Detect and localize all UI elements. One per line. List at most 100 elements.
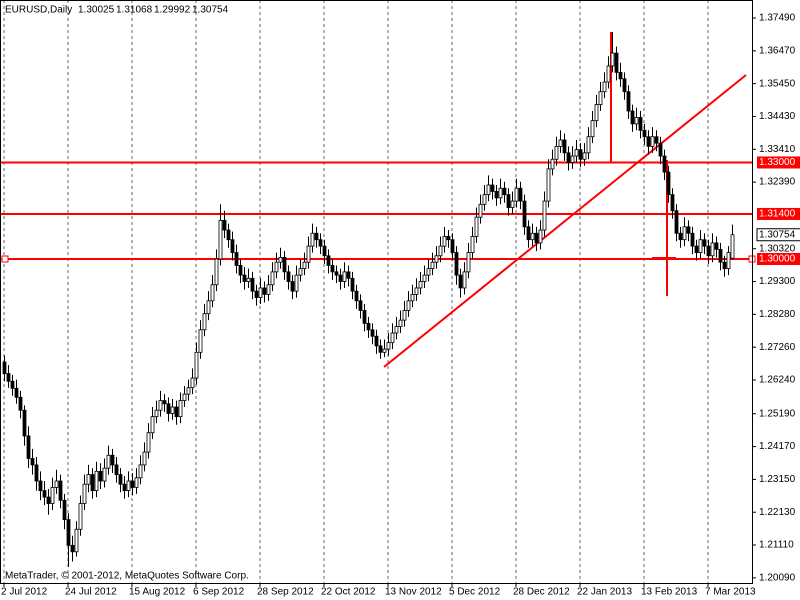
x-tick-label: 15 Aug 2012 [129, 587, 186, 598]
candle-body [546, 168, 551, 202]
candle-body [518, 187, 523, 202]
candle-body [454, 252, 459, 276]
candle-body [398, 319, 403, 327]
candle-body [58, 480, 63, 501]
candle-body [238, 265, 243, 276]
candle-body [426, 268, 431, 276]
candle-body [126, 480, 131, 492]
candle-body [302, 261, 307, 270]
candle-body [122, 483, 127, 492]
candle-body [722, 261, 727, 270]
y-tick-label: 1.26240 [759, 375, 796, 386]
candle-body [354, 290, 359, 302]
candle-body [234, 252, 239, 266]
candle-body [534, 232, 539, 244]
candle-body [702, 239, 707, 247]
price-label-box [757, 253, 800, 266]
candle-body [46, 496, 51, 504]
candle-body [378, 345, 383, 353]
candle-body [550, 158, 555, 170]
candle-body [170, 406, 175, 414]
symbol: EURUSD,Daily [5, 5, 72, 16]
candle-body [646, 136, 651, 147]
candle-body [334, 271, 339, 276]
candle-body [82, 483, 87, 504]
x-tick-label: 24 Jul 2012 [65, 587, 117, 598]
candle-body [258, 287, 263, 299]
y-tick-label: 1.30320 [759, 243, 796, 254]
candle-body [662, 155, 667, 173]
candle-body [586, 136, 591, 154]
candle-body [462, 271, 467, 289]
candle-body [242, 274, 247, 282]
y-tick-label: 1.21110 [759, 540, 794, 551]
candle-body [434, 255, 439, 263]
x-tick-label: 5 Dec 2012 [449, 587, 501, 598]
selection-handle [1, 255, 9, 263]
candle-body [582, 152, 587, 160]
candle-body [154, 409, 159, 418]
price-axis: 1.37490 1.36470 1.35450 1.34430 1.33410 1.323… [752, 13, 800, 583]
candle-body [50, 487, 55, 504]
candle-body [206, 300, 211, 315]
grid [3, 0, 709, 583]
time-axis: 2 Jul 2012 24 Jul 2012 15 Aug 2012 6 Sep 20… [1, 583, 756, 598]
candle-body [570, 155, 575, 163]
candle-body [294, 274, 299, 292]
x-tick-label: 6 Sep 2012 [193, 587, 245, 598]
candle-body [602, 81, 607, 93]
candle-body [298, 268, 303, 276]
trend-line[interactable] [383, 74, 747, 368]
candle-body [682, 226, 687, 241]
candle-body [134, 477, 139, 488]
candle-body [218, 219, 223, 260]
candle-body [610, 52, 615, 67]
y-tick-label: 1.32390 [759, 177, 796, 188]
x-tick-label: 13 Feb 2013 [641, 587, 698, 598]
candle-body [86, 474, 91, 485]
y-tick-label: 1.27260 [759, 342, 796, 353]
candle-body [106, 454, 111, 469]
y-tick-label: 1.33410 [759, 144, 796, 155]
candle-body [330, 265, 335, 273]
candle-body [138, 464, 143, 479]
candle-body [70, 544, 75, 553]
candle-body [478, 203, 483, 218]
close: 1.30754 [192, 5, 229, 16]
y-tick-label: 1.35450 [759, 78, 796, 89]
candle-body [666, 171, 671, 196]
candle-body [198, 329, 203, 353]
candle-body [290, 281, 295, 292]
candle-body [310, 232, 315, 247]
y-tick-label: 1.25190 [759, 408, 796, 419]
candle-body [250, 277, 255, 292]
candle-body [158, 400, 163, 411]
candle-body [598, 91, 603, 105]
y-tick-label: 1.29300 [759, 276, 796, 287]
candle-body [190, 377, 195, 389]
candles [2, 32, 735, 567]
candle-body [178, 400, 183, 418]
y-tick-label: 1.20090 [759, 572, 796, 583]
open: 1.30025 [78, 5, 115, 16]
candle-body [382, 348, 387, 353]
y-tick-label: 1.24170 [759, 441, 796, 452]
candle-body [466, 252, 471, 273]
y-tick-label: 1.37490 [759, 13, 796, 24]
candle-body [558, 139, 563, 147]
candle-body [246, 277, 251, 282]
price-label-box [757, 156, 800, 169]
high: 1.31068 [116, 5, 153, 16]
candle-body [30, 458, 35, 466]
candle-body [542, 200, 547, 231]
candle-body [594, 104, 599, 122]
candle-body [674, 210, 679, 234]
candle-body [506, 194, 511, 208]
y-tick-label: 1.23150 [759, 474, 796, 485]
candle-body [6, 373, 11, 382]
candle-body [510, 200, 515, 208]
candle-body [390, 332, 395, 344]
candle-body [714, 242, 719, 250]
candle-body [374, 335, 379, 347]
